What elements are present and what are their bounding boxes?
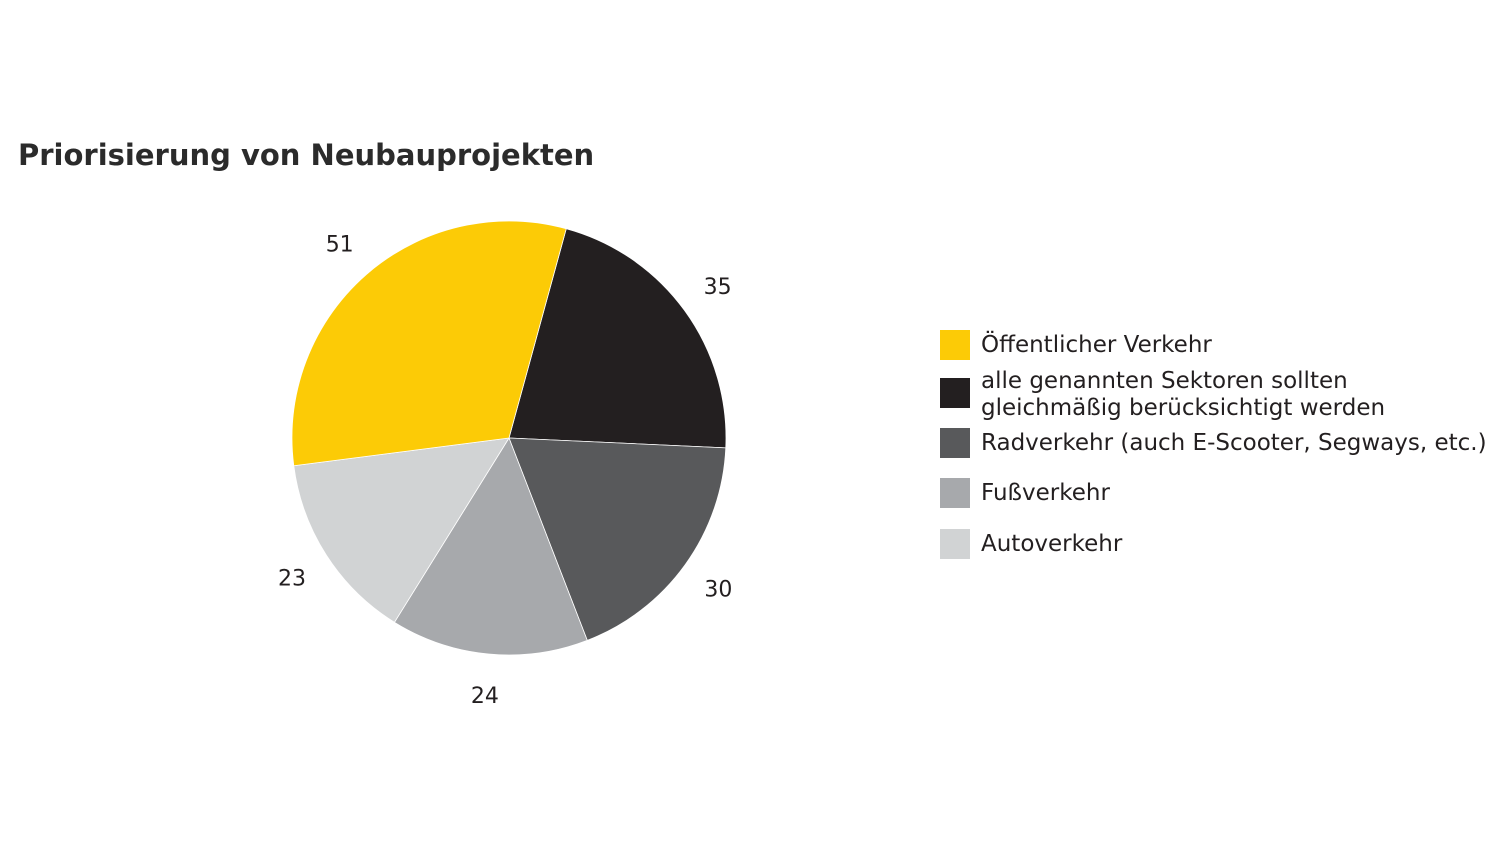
legend-label-line: Öffentlicher Verkehr <box>981 332 1212 358</box>
data-label-4: 24 <box>471 684 499 709</box>
legend-swatch-1 <box>940 330 970 360</box>
legend-label-2: alle genannten Sektoren sollten gleichmäß… <box>981 368 1385 422</box>
data-label-1: 51 <box>326 232 354 257</box>
data-label-3: 30 <box>704 578 732 603</box>
pie-slice-4 <box>393 437 588 656</box>
legend-swatch-2 <box>940 378 970 408</box>
pie-slice-1 <box>291 220 567 467</box>
legend-label-line: Radverkehr (auch E-Scooter, Segways, etc… <box>981 430 1487 456</box>
legend-label-line: Autoverkehr <box>981 531 1123 557</box>
legend-label-line: Fußverkehr <box>981 480 1110 506</box>
pie-slice-2 <box>508 228 727 449</box>
legend-swatch-5 <box>940 529 970 559</box>
data-label-2: 35 <box>704 275 732 300</box>
legend-label-line: alle genannten Sektoren sollten <box>981 368 1348 394</box>
legend-label-5: Autoverkehr <box>981 531 1122 558</box>
data-label-5: 23 <box>278 567 306 592</box>
legend-label-4: Fußverkehr <box>981 480 1110 507</box>
pie-slice-5 <box>293 437 510 623</box>
legend-label-3: Radverkehr (auch E-Scooter, Segways, etc… <box>981 430 1487 457</box>
pie-slice-3 <box>508 437 727 641</box>
legend-swatch-3 <box>940 428 970 458</box>
legend-label-1: Öffentlicher Verkehr <box>981 332 1212 359</box>
pie-slices <box>291 220 727 656</box>
chart-title: Priorisierung von Neubauprojekten <box>18 138 595 172</box>
legend-label-line: gleichmäßig berücksichtigt werden <box>981 395 1386 421</box>
legend-swatch-4 <box>940 478 970 508</box>
pie-data-labels: 35 30 24 23 51 <box>278 232 732 709</box>
